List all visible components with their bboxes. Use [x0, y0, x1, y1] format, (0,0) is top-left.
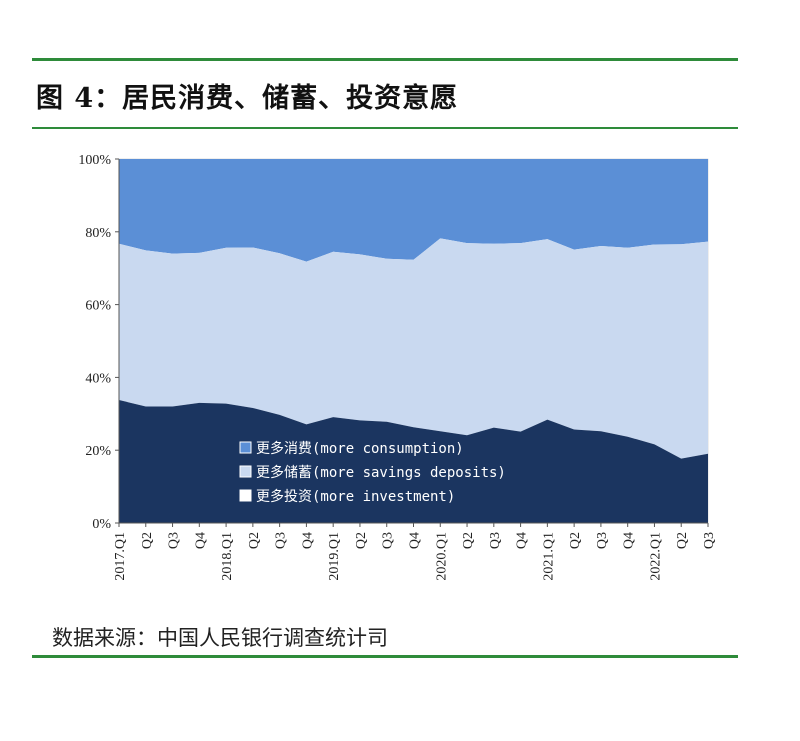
x-tick-label: 2020.Q1 — [434, 532, 449, 581]
x-tick-label: Q3 — [595, 532, 610, 549]
x-tick-label: Q3 — [167, 532, 182, 549]
series-area-consumption — [119, 159, 708, 262]
x-tick-label: Q2 — [675, 532, 690, 549]
x-tick-label: Q4 — [515, 532, 530, 549]
y-tick-label: 20% — [85, 444, 111, 459]
series-area-investment — [119, 400, 708, 523]
x-tick-label: Q4 — [193, 532, 208, 549]
legend-label: 更多投资(more investment) — [256, 488, 455, 505]
legend-label: 更多消费(more consumption) — [256, 440, 464, 457]
y-tick-label: 60% — [85, 299, 111, 314]
series-area-savings — [119, 238, 708, 459]
y-tick-label: 80% — [85, 226, 111, 241]
x-tick-label: Q3 — [274, 532, 289, 549]
x-tick-label: Q4 — [408, 532, 423, 549]
top-rule — [32, 58, 738, 61]
legend-swatch-consumption — [239, 441, 252, 454]
x-tick-label: Q2 — [568, 532, 583, 549]
x-tick-label: Q2 — [247, 532, 262, 549]
x-tick-label: 2021.Q1 — [541, 532, 556, 581]
y-tick-label: 40% — [85, 371, 111, 386]
legend-swatch-savings — [239, 465, 252, 478]
x-tick-label: Q4 — [622, 532, 637, 549]
title-rule — [32, 127, 738, 129]
legend-label: 更多储蓄(more savings deposits) — [256, 464, 506, 481]
x-tick-label: Q2 — [140, 532, 155, 549]
bottom-rule — [32, 655, 738, 658]
area-layers — [119, 159, 708, 523]
x-axis: 2017.Q1 Q2 Q3 Q4 2018.Q1 Q2 Q3 Q4 2019.Q1 Q2 Q3 Q4 2… — [113, 522, 717, 581]
legend-swatch-investment — [239, 489, 252, 502]
y-axis: 0% 20% 40% 60% 80% 100% — [78, 153, 120, 532]
x-tick-label: Q2 — [461, 532, 476, 549]
figure-title: 图 4：居民消费、储蓄、投资意愿 — [36, 83, 459, 114]
x-tick-label: Q3 — [488, 532, 503, 549]
y-tick-label: 100% — [78, 153, 111, 168]
x-tick-label: Q3 — [702, 532, 717, 549]
x-tick-label: 2022.Q1 — [649, 532, 664, 581]
x-tick-label: Q3 — [381, 532, 396, 549]
legend: 更多消费(more consumption) 更多储蓄(more savings … — [239, 440, 506, 505]
x-tick-label: Q4 — [300, 532, 315, 549]
y-tick-label: 0% — [92, 517, 111, 532]
x-tick-label: 2019.Q1 — [327, 532, 342, 581]
x-tick-label: 2018.Q1 — [220, 532, 235, 581]
x-tick-label: 2017.Q1 — [113, 532, 128, 581]
x-tick-label: Q2 — [354, 532, 369, 549]
data-source: 数据来源：中国人民银行调查统计司 — [52, 626, 388, 650]
